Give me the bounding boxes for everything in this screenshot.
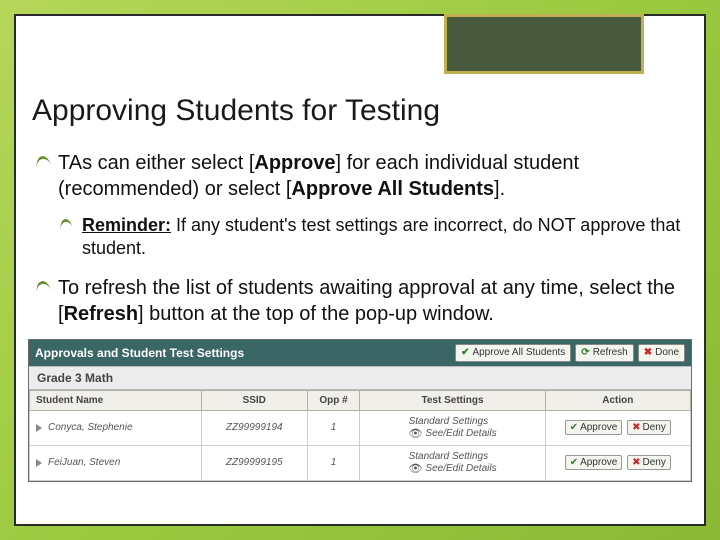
details-label: See/Edit Details xyxy=(425,463,496,474)
approve-button[interactable]: ✔ Approve xyxy=(565,420,623,435)
see-edit-details-link[interactable]: 👁 See/Edit Details xyxy=(408,427,496,440)
bullet-1-text-a: TAs can either select [ xyxy=(58,152,254,174)
expand-icon[interactable] xyxy=(36,459,42,467)
eye-icon: 👁 xyxy=(408,427,422,440)
bullet-2-bold-refresh: Refresh xyxy=(64,303,138,325)
table-row: FeiJuan, Steven ZZ99999195 1 Standard Se… xyxy=(30,445,691,480)
subject-header: Grade 3 Math xyxy=(29,366,691,390)
students-table: Student Name SSID Opp # Test Settings Ac… xyxy=(29,390,691,481)
approve-label: Approve xyxy=(580,457,617,468)
deny-label: Deny xyxy=(643,457,666,468)
bullet-2-text-b: ] button at the top of the pop-up window… xyxy=(138,303,494,325)
student-name-text: Conyca, Stephenie xyxy=(48,422,133,433)
deny-button[interactable]: ✖ Deny xyxy=(627,420,671,435)
approve-label: Approve xyxy=(580,422,617,433)
bullet-1-bold-approve: Approve xyxy=(254,152,335,174)
bullet-1: TAs can either select [Approve] for each… xyxy=(28,150,692,202)
slide-background: Approving Students for Testing TAs can e… xyxy=(0,0,720,540)
student-name-text: FeiJuan, Steven xyxy=(48,457,120,468)
refresh-icon: ⟳ xyxy=(581,347,589,358)
refresh-label: Refresh xyxy=(593,347,628,358)
close-icon: ✖ xyxy=(644,347,652,358)
check-icon: ✔ xyxy=(570,422,578,433)
cell-test-settings: Standard Settings 👁 See/Edit Details xyxy=(360,410,545,445)
refresh-button[interactable]: ⟳ Refresh xyxy=(575,344,633,362)
bullet-2: To refresh the list of students awaiting… xyxy=(28,275,692,327)
deny-button[interactable]: ✖ Deny xyxy=(627,455,671,470)
bullet-1-text-c: ]. xyxy=(494,178,505,200)
details-label: See/Edit Details xyxy=(425,428,496,439)
x-icon: ✖ xyxy=(632,422,640,433)
cell-student-name: Conyca, Stephenie xyxy=(30,410,202,445)
sub-bullet-reminder: Reminder: If any student's test settings… xyxy=(28,214,692,261)
expand-icon[interactable] xyxy=(36,424,42,432)
see-edit-details-link[interactable]: 👁 See/Edit Details xyxy=(408,462,496,475)
col-ssid: SSID xyxy=(201,390,307,410)
col-action: Action xyxy=(545,390,690,410)
cell-action: ✔ Approve ✖ Deny xyxy=(545,445,690,480)
col-test-settings: Test Settings xyxy=(360,390,545,410)
table-header-row: Student Name SSID Opp # Test Settings Ac… xyxy=(30,390,691,410)
slide-title: Approving Students for Testing xyxy=(28,94,692,128)
col-student-name: Student Name xyxy=(30,390,202,410)
cell-test-settings: Standard Settings 👁 See/Edit Details xyxy=(360,445,545,480)
approvals-panel-header: Approvals and Student Test Settings ✔ Ap… xyxy=(29,340,691,366)
deny-label: Deny xyxy=(643,422,666,433)
settings-label: Standard Settings xyxy=(409,451,489,462)
check-icon: ✔ xyxy=(570,457,578,468)
cell-opp: 1 xyxy=(307,410,360,445)
cell-student-name: FeiJuan, Steven xyxy=(30,445,202,480)
slide-inner: Approving Students for Testing TAs can e… xyxy=(14,14,706,526)
check-icon: ✔ xyxy=(461,347,469,358)
settings-label: Standard Settings xyxy=(409,416,489,427)
slide-content: Approving Students for Testing TAs can e… xyxy=(16,16,704,524)
cell-ssid: ZZ99999194 xyxy=(201,410,307,445)
panel-title: Approvals and Student Test Settings xyxy=(35,346,451,360)
col-opp: Opp # xyxy=(307,390,360,410)
cell-opp: 1 xyxy=(307,445,360,480)
cell-ssid: ZZ99999195 xyxy=(201,445,307,480)
table-row: Conyca, Stephenie ZZ99999194 1 Standard … xyxy=(30,410,691,445)
bullet-1-bold-approve-all: Approve All Students xyxy=(291,178,494,200)
approve-all-students-button[interactable]: ✔ Approve All Students xyxy=(455,344,571,362)
approve-button[interactable]: ✔ Approve xyxy=(565,455,623,470)
cell-action: ✔ Approve ✖ Deny xyxy=(545,410,690,445)
eye-icon: 👁 xyxy=(408,462,422,475)
done-button[interactable]: ✖ Done xyxy=(638,344,685,362)
reminder-label: Reminder: xyxy=(82,215,171,235)
reminder-text: If any student's test settings are incor… xyxy=(82,215,680,258)
approvals-panel: Approvals and Student Test Settings ✔ Ap… xyxy=(28,339,692,482)
done-label: Done xyxy=(655,347,679,358)
x-icon: ✖ xyxy=(632,457,640,468)
approve-all-label: Approve All Students xyxy=(472,347,565,358)
